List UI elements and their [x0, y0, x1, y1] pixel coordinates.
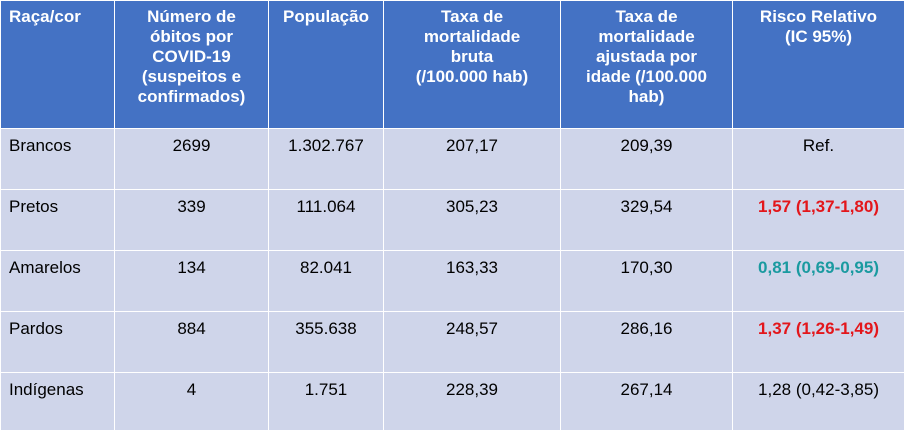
cell-taxa-ajustada: 170,30 [561, 251, 733, 312]
header-line: mortalidade [424, 27, 520, 46]
cell-risco-relativo: Ref. [733, 129, 904, 190]
header-line: idade (/100.000 [586, 67, 707, 86]
cell-obitos: 884 [115, 312, 269, 373]
cell-risco-relativo: 1,37 (1,26-1,49) [733, 312, 904, 373]
header-line: População [283, 7, 369, 26]
cell-populacao: 1.751 [269, 373, 384, 431]
cell-taxa-ajustada: 209,39 [561, 129, 733, 190]
header-line: Raça/cor [9, 7, 81, 26]
header-line: hab) [629, 87, 665, 106]
header-line: óbitos por [150, 27, 233, 46]
cell-risco-relativo: 1,57 (1,37-1,80) [733, 190, 904, 251]
cell-risco-relativo: 1,28 (0,42-3,85) [733, 373, 904, 431]
header-line: COVID-19 [152, 47, 230, 66]
cell-populacao: 1.302.767 [269, 129, 384, 190]
table-row: Pardos 884 355.638 248,57 286,16 1,37 (1… [1, 312, 904, 373]
header-line: Risco Relativo [760, 7, 877, 26]
header-line: Taxa de [441, 7, 503, 26]
cell-taxa-bruta: 248,57 [384, 312, 561, 373]
table-row: Indígenas 4 1.751 228,39 267,14 1,28 (0,… [1, 373, 904, 431]
header-populacao: População [269, 1, 384, 129]
cell-obitos: 134 [115, 251, 269, 312]
header-line: bruta [451, 47, 494, 66]
table-row: Pretos 339 111.064 305,23 329,54 1,57 (1… [1, 190, 904, 251]
cell-risco-relativo: 0,81 (0,69-0,95) [733, 251, 904, 312]
cell-obitos: 4 [115, 373, 269, 431]
cell-taxa-bruta: 228,39 [384, 373, 561, 431]
cell-raca: Pretos [1, 190, 115, 251]
header-line: Taxa de [615, 7, 677, 26]
header-line: (suspeitos e [142, 67, 241, 86]
header-risco-relativo: Risco Relativo(IC 95%) [733, 1, 904, 129]
table-row: Brancos 2699 1.302.767 207,17 209,39 Ref… [1, 129, 904, 190]
table-row: Amarelos 134 82.041 163,33 170,30 0,81 (… [1, 251, 904, 312]
header-raca-cor: Raça/cor [1, 1, 115, 129]
cell-raca: Indígenas [1, 373, 115, 431]
cell-taxa-ajustada: 329,54 [561, 190, 733, 251]
cell-raca: Amarelos [1, 251, 115, 312]
cell-taxa-ajustada: 267,14 [561, 373, 733, 431]
cell-populacao: 82.041 [269, 251, 384, 312]
cell-populacao: 111.064 [269, 190, 384, 251]
header-line: (/100.000 hab) [416, 67, 528, 86]
cell-taxa-bruta: 163,33 [384, 251, 561, 312]
cell-raca: Pardos [1, 312, 115, 373]
cell-raca: Brancos [1, 129, 115, 190]
header-line: mortalidade [598, 27, 694, 46]
cell-obitos: 2699 [115, 129, 269, 190]
header-line: ajustada por [596, 47, 697, 66]
cell-taxa-bruta: 305,23 [384, 190, 561, 251]
header-line: (IC 95%) [785, 27, 852, 46]
cell-obitos: 339 [115, 190, 269, 251]
cell-taxa-bruta: 207,17 [384, 129, 561, 190]
header-line: confirmados) [138, 87, 246, 106]
cell-populacao: 355.638 [269, 312, 384, 373]
cell-taxa-ajustada: 286,16 [561, 312, 733, 373]
header-line: Número de [147, 7, 236, 26]
